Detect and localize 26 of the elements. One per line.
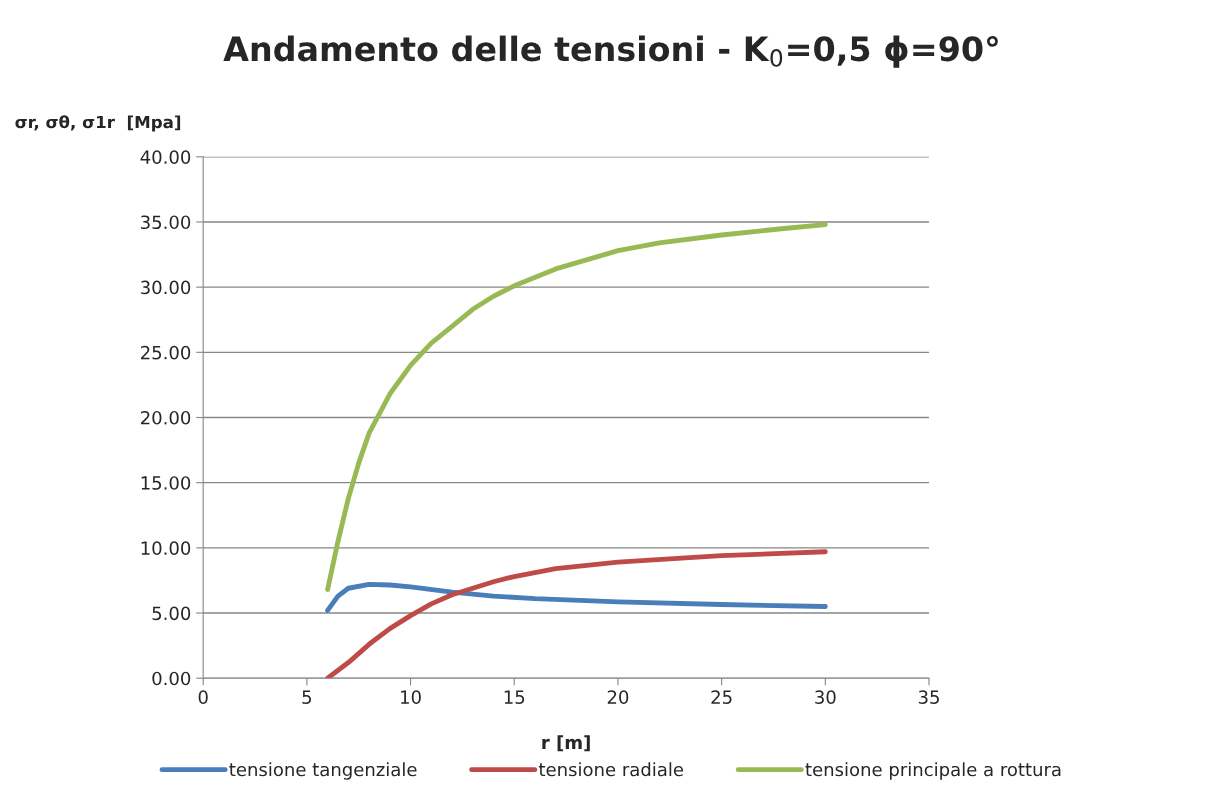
y-tick-label: 15.00 (141, 476, 191, 490)
x-tick-label: 5 (302, 690, 312, 704)
legend-label: tensione tangenziale (229, 762, 417, 780)
y-tick-label: 20.00 (141, 410, 191, 425)
legend-label: tensione principale a rottura (805, 762, 1061, 780)
y-tick-label: 40.00 (140, 150, 191, 164)
y-tick-label: 35.00 (141, 215, 191, 230)
y-tick-label: 25.00 (141, 345, 191, 360)
y-tick-label: 30.00 (141, 280, 191, 295)
y-tick-label: 5.00 (152, 606, 191, 621)
x-tick-label: 25 (711, 690, 732, 704)
x-tick-label: 20 (607, 690, 629, 704)
line-series (325, 222, 828, 592)
y-tick-label: 0.00 (152, 671, 191, 686)
line-series (325, 581, 828, 613)
chart-title: Andamento delle tensioni - K$_{0}$=0,5 ϕ=90° (223, 35, 998, 68)
y-axis-title: σr, σθ, σ1r [Mpa] (15, 115, 181, 132)
x-tick-label: 15 (504, 690, 525, 704)
x-tick-label: 35 (918, 690, 939, 704)
x-tick-label: 30 (815, 690, 836, 704)
line-series (325, 549, 828, 679)
x-axis-title: r [m] (542, 735, 590, 752)
x-tick-label: 10 (401, 690, 421, 704)
x-tick-label: 0 (198, 690, 208, 704)
legend-label: tensione radiale (538, 762, 684, 777)
y-tick-label: 10.00 (141, 541, 191, 555)
